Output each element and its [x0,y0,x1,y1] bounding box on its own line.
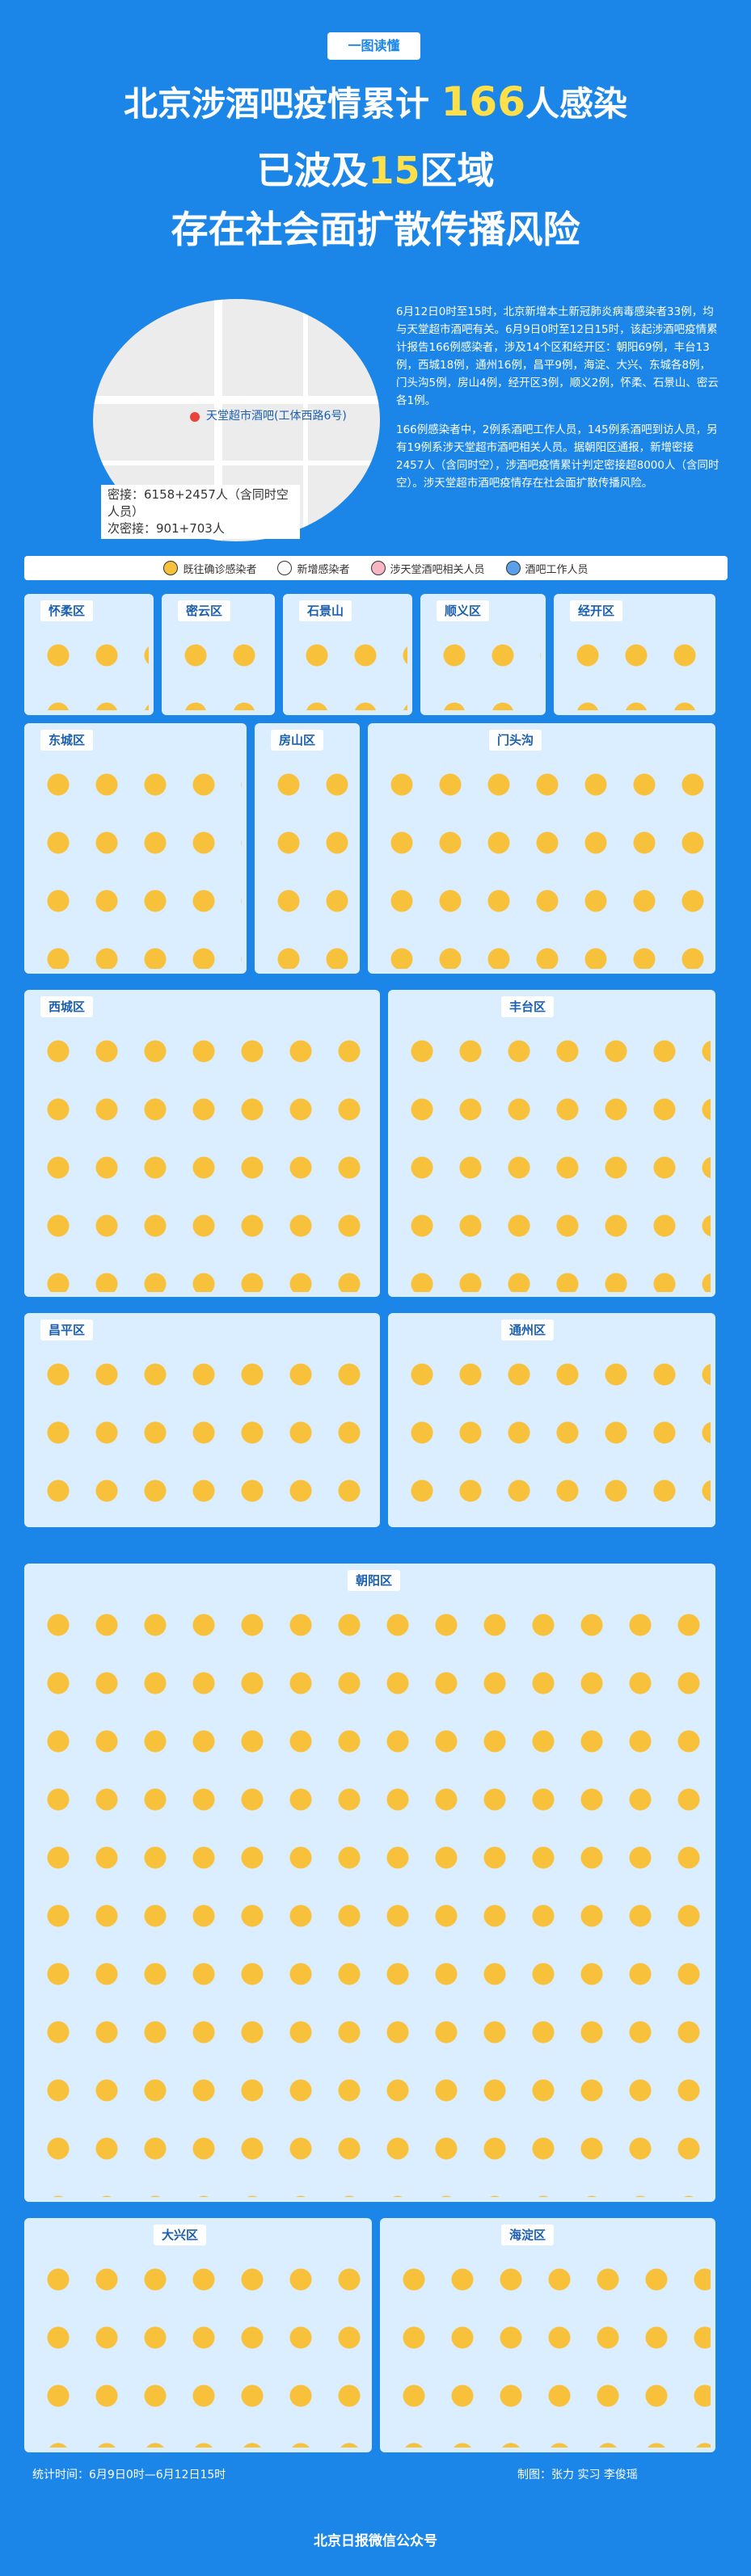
legend-dot-icon [163,561,179,575]
district-panel: 密云区 [162,594,275,715]
district-title: 昌平区 [40,1320,94,1341]
district-panel: 门头沟 [368,723,715,974]
location-pin-icon [190,412,200,422]
district-panel: 怀柔区 [24,594,154,715]
footer-time: 统计时间：6月9日0时—6月12日15时 [32,2469,226,2481]
district-title: 房山区 [271,730,324,751]
district-panel: 丰台区 [388,990,715,1297]
district-title: 西城区 [40,996,94,1017]
district-panel: 通州区 [388,1313,715,1527]
district-title: 门头沟 [489,730,542,751]
footer-credit: 制图：张力 实习 李俊瑶 [517,2469,638,2481]
district-panel: 朝阳区 [24,1564,715,2202]
header-tag: 一图读懂 [327,32,420,60]
district-title: 朝阳区 [348,1570,401,1591]
headline-line1: 北京涉酒吧疫情累计 166人感染 [123,78,628,125]
headline-line2: 已波及15区域 [256,149,495,192]
district-panel: 石景山 [283,594,412,715]
district-panel: 房山区 [255,723,360,974]
district-title: 大兴区 [154,2225,207,2246]
district-title: 通州区 [501,1320,555,1341]
contact-stats: 密接：6158+2457人（含同时空人员） 次密接：901+703人 [101,485,300,539]
district-panel: 海淀区 [380,2218,715,2452]
district-title: 密云区 [178,600,231,621]
district-title: 海淀区 [501,2225,555,2246]
district-panel: 大兴区 [24,2218,372,2452]
district-title: 丰台区 [501,996,555,1017]
district-panel: 西城区 [24,990,380,1297]
district-title: 东城区 [40,730,94,751]
intro-text: 6月12日0时至15时，北京新增本土新冠肺炎病毒感染者33例，均与天堂超市酒吧有… [396,305,719,490]
headline-line3: 存在社会面扩散传播风险 [171,208,580,251]
district-title: 经开区 [570,600,623,621]
district-title: 怀柔区 [40,600,94,621]
district-panel: 顺义区 [420,594,546,715]
legend-dot-icon [505,561,521,575]
district-panel: 经开区 [554,594,715,715]
map-place-label: 天堂超市酒吧(工体西路6号) [206,410,347,423]
district-panel: 东城区 [24,723,247,974]
district-title: 石景山 [299,600,352,621]
footer-brand: 北京日报微信公众号 [314,2533,437,2549]
legend: 既往确诊感染者 新增感染者 涉天堂酒吧相关人员 酒吧工作人员 [24,556,728,580]
district-title: 顺义区 [437,600,490,621]
legend-dot-icon [370,561,386,575]
district-panel: 昌平区 [24,1313,380,1527]
legend-dot-icon [277,561,293,575]
